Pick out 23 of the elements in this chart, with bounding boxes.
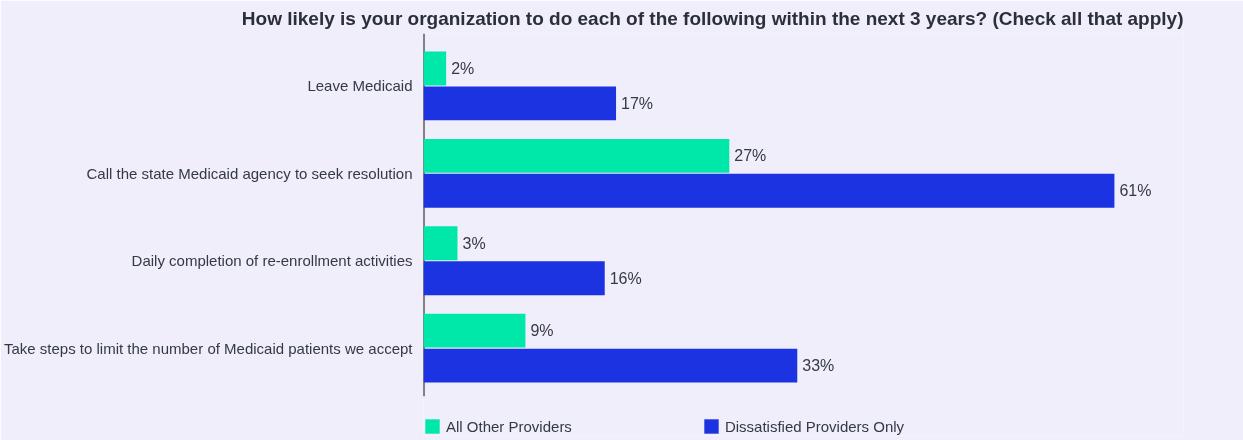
bar	[423, 51, 447, 86]
data-label: 16%	[609, 269, 642, 287]
data-label: 33%	[802, 357, 835, 375]
bar	[423, 86, 617, 121]
legend-label: Dissatisfied Providers Only	[724, 417, 905, 435]
bar	[423, 226, 458, 261]
data-label: 9%	[530, 322, 554, 340]
chart-title: How likely is your organization to do each of the following within the next 3 years? (Check all that apply)	[241, 7, 1184, 29]
legend-label: All Other Providers	[446, 417, 572, 435]
bar	[423, 138, 730, 173]
y-tick-label: Take steps to limit the number of Medicaid patients we accept	[3, 339, 414, 357]
data-label: 61%	[1119, 182, 1152, 200]
data-label: 17%	[621, 94, 654, 112]
bar	[423, 348, 798, 383]
data-label: 2%	[451, 59, 475, 77]
bar	[423, 313, 526, 348]
bar	[423, 261, 605, 296]
data-label: 3%	[462, 234, 486, 252]
y-tick-label: Leave Medicaid	[307, 77, 413, 95]
y-tick-label: Daily completion of re-enrollment activities	[131, 252, 413, 270]
y-tick-label: Call the state Medicaid agency to seek resolution	[86, 164, 413, 182]
data-label: 27%	[734, 147, 767, 165]
bar	[423, 173, 1115, 208]
